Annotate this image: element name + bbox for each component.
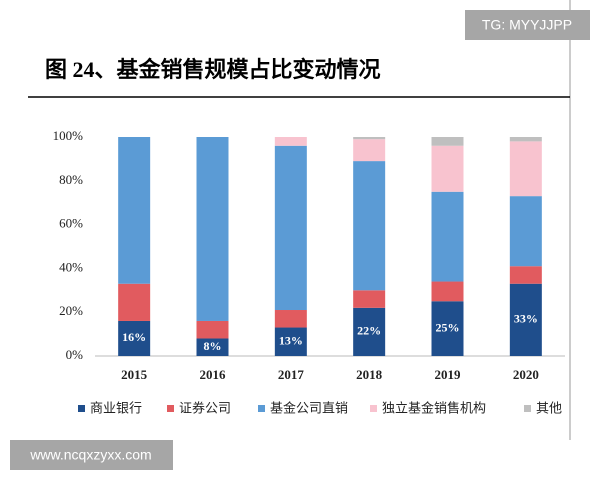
y-tick-label: 40% [59,259,83,274]
legend-swatch [370,405,377,412]
bar-segment [431,145,464,192]
y-tick-label: 80% [59,172,83,187]
legend-swatch [258,405,265,412]
bar-segment [431,281,464,302]
bar-segment [509,196,542,267]
watermark-box [465,10,590,40]
bar-segment [353,137,386,140]
bar-segment [509,137,542,142]
value-label: 16% [122,330,146,344]
bar-segment [353,290,386,308]
legend-label: 其他 [536,402,562,417]
bar-segment [431,301,464,356]
watermark-box [10,440,173,470]
value-label: 22% [357,324,381,338]
watermark: www.ncqxzyxx.com [29,447,151,463]
value-label: 33% [514,312,538,326]
x-tick-label: 2017 [278,367,305,382]
bar-segment [509,141,542,197]
bar-segment [274,327,307,356]
value-label: 13% [279,334,303,348]
bar-segment [509,283,542,356]
bar-segment [274,137,307,146]
legend-label: 商业银行 [90,402,142,417]
bar-segment [196,338,229,356]
watermark: TG: MYYJJPP [482,17,572,33]
bar-segment [353,307,386,356]
x-tick-label: 2020 [513,367,539,382]
x-tick-label: 2019 [435,367,462,382]
bar-segment [196,320,229,339]
y-tick-label: 100% [53,128,84,143]
legend-swatch [78,405,85,412]
x-tick-label: 2015 [121,367,148,382]
legend-label: 独立基金销售机构 [382,401,486,417]
bar-segment [509,266,542,284]
y-tick-label: 20% [59,303,83,318]
chart-title: 图 24、基金销售规模占比变动情况 [45,57,381,82]
bar-segment [274,310,307,328]
bar-segment [118,283,151,321]
y-tick-label: 60% [59,216,83,231]
bar-segment [118,320,151,356]
value-label: 25% [436,320,460,334]
legend-swatch [167,405,174,412]
bar-segment [118,137,151,284]
y-tick-label: 0% [66,347,84,362]
bar-segment [431,137,464,146]
bar-segment [353,161,386,291]
x-tick-label: 2018 [356,367,383,382]
bar-segment [431,191,464,282]
legend-label: 证券公司 [179,401,231,417]
x-tick-label: 2016 [200,367,227,382]
bar-segment [353,139,386,162]
legend-swatch [524,405,531,412]
value-label: 8% [204,339,222,353]
bar-segment [274,145,307,311]
legend-label: 基金公司直销 [270,401,348,417]
bar-segment [196,137,229,321]
